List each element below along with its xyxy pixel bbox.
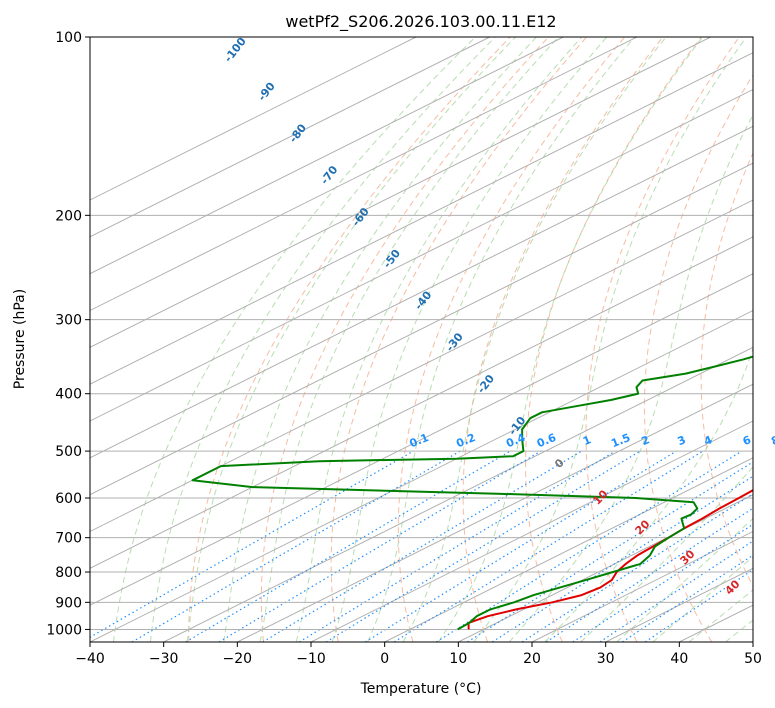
isotherm-line xyxy=(90,37,638,312)
mixing-ratio-line xyxy=(521,493,753,642)
y-tick-label: 400 xyxy=(55,387,82,403)
y-tick-label: 200 xyxy=(55,208,82,224)
isotherm-line xyxy=(237,383,753,642)
mixing-ratio-line xyxy=(491,475,753,642)
moist-adiabat xyxy=(295,37,583,642)
isotherm-line xyxy=(90,199,753,533)
y-tick-label: 300 xyxy=(55,313,82,329)
mixing-ratio-label: 2 xyxy=(639,433,651,448)
sounding-profiles xyxy=(191,355,753,631)
moist-adiabat xyxy=(616,517,753,642)
moist-adiabat xyxy=(259,37,559,642)
x-tick-label: 0 xyxy=(380,651,389,667)
dry-adiabat xyxy=(188,37,511,642)
moist-adiabat xyxy=(223,37,537,642)
isotherm-line xyxy=(384,457,753,642)
x-tick-label: −30 xyxy=(149,651,179,667)
y-tick-label: 1000 xyxy=(46,622,82,638)
chart-title: wetPf2_S206.2026.103.00.11.E12 xyxy=(285,12,556,32)
moist-adiabat xyxy=(438,37,704,642)
mixing-ratio-line xyxy=(364,450,677,642)
isotherm-line xyxy=(90,162,753,496)
isotherm-line xyxy=(90,309,753,642)
isotherm-line xyxy=(310,420,753,642)
moist-adiabat xyxy=(149,37,496,642)
x-tick-label: 50 xyxy=(744,651,762,667)
mixing-ratio-line xyxy=(185,450,511,642)
isotherm-line xyxy=(163,346,753,642)
x-axis-label: Temperature (°C) xyxy=(360,681,482,697)
y-axis-label: Pressure (hPa) xyxy=(12,289,28,389)
dewpoint-profile xyxy=(191,355,753,631)
isotherm-line xyxy=(90,125,753,459)
isotherm-line xyxy=(531,530,753,642)
isotherm-line xyxy=(90,88,753,422)
mixing-ratio-label: 3 xyxy=(676,433,688,448)
y-tick-label: 600 xyxy=(55,491,82,507)
moist-adiabat xyxy=(402,37,667,642)
moist-adiabat xyxy=(331,37,608,642)
y-tick-label: 500 xyxy=(55,444,82,460)
dry-adiabat xyxy=(700,151,753,588)
x-tick-label: 20 xyxy=(523,651,541,667)
mixing-ratio-line xyxy=(262,450,582,642)
isotherm-line xyxy=(90,37,564,275)
mixing-ratio-label: 1 xyxy=(581,433,593,448)
mixing-ratio-line xyxy=(393,450,704,642)
x-tick-label: 30 xyxy=(597,651,615,667)
mixing-ratio-line xyxy=(131,450,461,642)
isotherm-line xyxy=(90,37,490,238)
moist-adiabat xyxy=(508,113,753,642)
mixing-ratio-label: 8 xyxy=(769,433,775,448)
isotherm-line xyxy=(90,273,753,606)
isotherm-line xyxy=(90,52,753,385)
mixing-ratio-line xyxy=(218,450,542,642)
x-tick-label: −10 xyxy=(296,651,326,667)
temperature-profile xyxy=(467,489,753,630)
moist-adiabat xyxy=(112,37,476,642)
mixing-ratio-line xyxy=(325,450,641,642)
plot-frame xyxy=(89,36,754,643)
dry-adiabat xyxy=(585,37,740,642)
dry-adiabat xyxy=(643,73,753,642)
x-tick-label: 40 xyxy=(670,651,688,667)
mixing-ratio-line xyxy=(298,450,616,642)
x-axis: −40 −30 −20 −10 0 10 20 30 40 50 xyxy=(75,642,762,667)
x-tick-label: 10 xyxy=(449,651,467,667)
y-tick-label: 800 xyxy=(55,565,82,581)
y-tick-label: 100 xyxy=(55,30,82,46)
moist-adiabat xyxy=(186,37,516,642)
background-lines xyxy=(90,37,753,642)
moist-adiabat xyxy=(367,37,635,642)
x-tick-label: −20 xyxy=(223,651,253,667)
y-axis: 100 200 300 400 500 600 700 800 900 1000 xyxy=(46,30,90,638)
dry-adiabat xyxy=(260,37,549,642)
isotherm-line xyxy=(90,37,417,201)
y-tick-label: 700 xyxy=(55,531,82,547)
dry-adiabat xyxy=(397,37,626,642)
isotherm-line xyxy=(458,494,753,642)
dry-adiabat xyxy=(462,37,664,642)
x-tick-label: −40 xyxy=(75,651,105,667)
moist-adiabat xyxy=(652,556,753,642)
moist-adiabat xyxy=(580,466,753,642)
moist-adiabat xyxy=(473,37,747,642)
isotherm-line xyxy=(90,37,711,348)
isotherm-line xyxy=(90,236,753,569)
y-tick-label: 900 xyxy=(55,595,82,611)
